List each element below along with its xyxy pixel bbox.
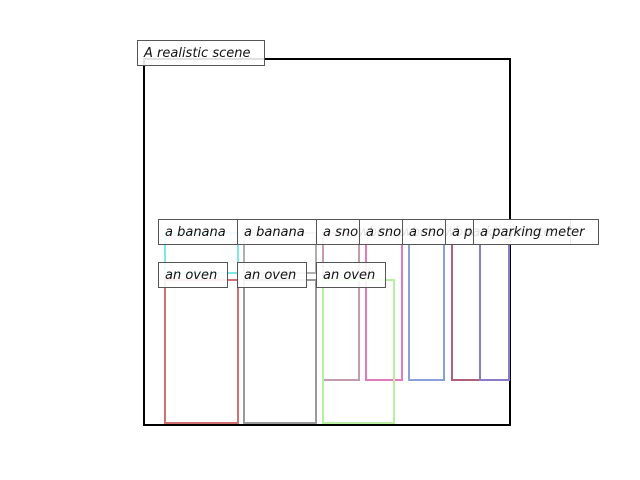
- label-oven-1: an oven: [158, 262, 228, 288]
- bbox-snowboard-2: [365, 232, 403, 381]
- label-banana-2: a banana: [237, 219, 317, 245]
- bbox-oven-1: [164, 279, 239, 424]
- label-oven-2: an oven: [237, 262, 307, 288]
- bbox-oven-2: [243, 279, 317, 424]
- scene-title-label: A realistic scene: [137, 40, 265, 66]
- label-oven-3: an oven: [316, 262, 386, 288]
- label-parking-meter-2: a parking meter: [473, 219, 599, 245]
- bbox-snowboard-3: [408, 232, 445, 381]
- bbox-parking-meter-1: [451, 232, 481, 381]
- bbox-snowboard-1: [322, 232, 360, 381]
- bbox-parking-meter-2: [479, 232, 510, 381]
- label-banana-1: a banana: [158, 219, 238, 245]
